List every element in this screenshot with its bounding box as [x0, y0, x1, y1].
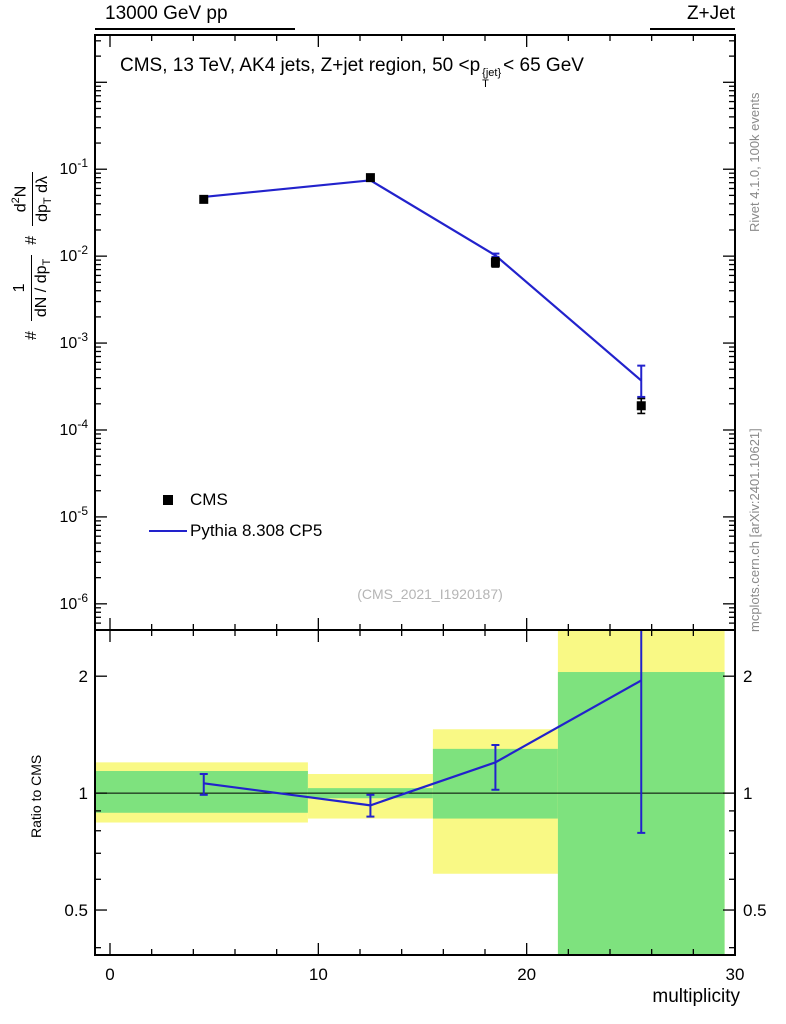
frac2-num-post: N [12, 185, 30, 198]
svg-text:10-6: 10-6 [60, 591, 89, 613]
svg-text:20: 20 [517, 965, 536, 984]
svg-text:10-5: 10-5 [60, 504, 89, 526]
frac2-numerator: d2N [10, 171, 33, 226]
legend: CMS Pythia 8.308 CP5 [146, 484, 322, 546]
legend-label-pythia: Pythia 8.308 CP5 [190, 520, 323, 540]
frac1-numerator: 1 [11, 254, 32, 322]
axis-ticks [95, 35, 736, 955]
svg-text:10-1: 10-1 [60, 156, 89, 178]
svg-text:0: 0 [105, 965, 114, 984]
legend-label-cms: CMS [190, 489, 228, 509]
pythia-line-icon [149, 529, 187, 532]
pt-supsub: {jet} T [482, 68, 501, 90]
beam-energy-label: 13000 GeV pp [95, 3, 295, 30]
x-axis-label: multiplicity [652, 986, 740, 1007]
analysis-id-watermark: (CMS_2021_I1920187) [357, 586, 503, 602]
pythia-line-main [199, 178, 646, 398]
legend-item-pythia: Pythia 8.308 CP5 [146, 515, 322, 546]
cms-marker-icon [163, 494, 173, 505]
pt-superscript: {jet} [482, 67, 502, 79]
svg-text:0.5: 0.5 [64, 901, 88, 920]
plot-title-post: < 65 GeV [503, 55, 584, 76]
svg-text:10-3: 10-3 [60, 330, 89, 352]
ylabel-hash-1: # [23, 331, 41, 340]
plot-title-pre: CMS, 13 TeV, AK4 jets, Z+jet region, 50 … [120, 55, 481, 76]
frac2-den-sub: T [41, 197, 54, 205]
process-text: Z+Jet [686, 3, 735, 24]
svg-text:10: 10 [309, 965, 328, 984]
frac2-num-sup: 2 [10, 197, 22, 204]
svg-text:2: 2 [743, 667, 752, 686]
mcplots-arxiv-note: mcplots.cern.ch [arXiv:2401.10621] [747, 428, 762, 632]
legend-marker-cell [146, 529, 190, 532]
cms-data-points-main [199, 173, 646, 415]
rivet-version-note: Rivet 4.1.0, 100k events [747, 92, 762, 232]
svg-text:10-4: 10-4 [60, 417, 89, 439]
svg-text:1: 1 [743, 784, 752, 803]
svg-text:2: 2 [79, 667, 88, 686]
frac1-den-text: dN / dp [32, 265, 50, 318]
svg-text:30: 30 [726, 965, 745, 984]
main-y-axis-label: # 1 dN / dpT # d2N dpT dλ [10, 171, 55, 340]
axis-tick-labels: 10-110-210-310-410-510-60.5 0.51 12 20 10 20 3… [60, 156, 767, 984]
frac2-den-pre: dp [33, 204, 51, 222]
beam-energy-text: 13000 GeV pp [105, 3, 228, 24]
ylabel-fraction-1: 1 dN / dpT [11, 254, 54, 322]
ylabel-fraction-2: d2N dpT dλ [10, 171, 55, 226]
ylabel-hash-2: # [23, 235, 41, 245]
frac2-den-post: dλ [33, 175, 51, 198]
frac1-denominator: dN / dpT [32, 255, 54, 321]
pt-subscript: T [482, 78, 489, 90]
ratio-y-axis-label: Ratio to CMS [28, 754, 44, 838]
frac1-den-sub: T [40, 258, 53, 266]
legend-marker-cell [146, 494, 190, 505]
frac2-num-pre: d [12, 203, 30, 213]
frac2-denominator: dpT dλ [33, 172, 55, 226]
pythia-ratio-line [199, 630, 646, 834]
plot-title: CMS, 13 TeV, AK4 jets, Z+jet region, 50 … [120, 55, 584, 90]
svg-text:1: 1 [79, 784, 88, 803]
svg-text:0.5: 0.5 [743, 901, 767, 920]
legend-item-cms: CMS [146, 484, 322, 515]
svg-text:10-2: 10-2 [60, 243, 89, 265]
process-label: Z+Jet [650, 3, 735, 30]
